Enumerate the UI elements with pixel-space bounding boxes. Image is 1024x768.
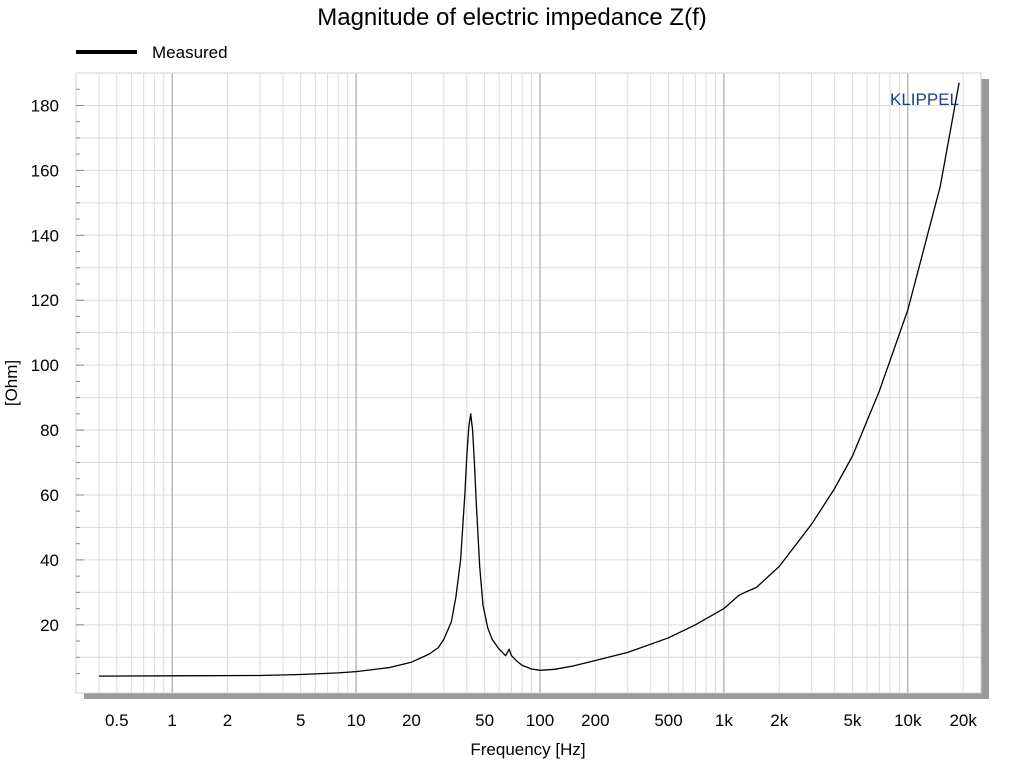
x-tick-label: 100	[526, 711, 554, 730]
x-tick-labels: 0.5 1 2 5 10 20 50 100 200 500 1k 2k 5k 10k 20k	[105, 711, 977, 730]
x-tick-label: 10	[347, 711, 366, 730]
grid-minor	[75, 73, 981, 693]
x-tick-label: 0.5	[105, 711, 129, 730]
x-axis-label: Frequency [Hz]	[470, 740, 585, 759]
x-tick-label: 10k	[894, 711, 922, 730]
x-tick-label: 20k	[949, 711, 977, 730]
y-tick-label: 120	[31, 291, 59, 310]
y-tick-labels: 20 40 60 80 100 120 140 160 180	[31, 96, 59, 634]
y-tick-label: 140	[31, 226, 59, 245]
chart-title: Magnitude of electric impedance Z(f)	[317, 4, 707, 31]
x-tick-label: 1k	[715, 711, 733, 730]
y-tick-marks	[76, 88, 84, 675]
x-tick-label: 5	[296, 711, 305, 730]
x-tick-label: 500	[654, 711, 682, 730]
series-layer	[98, 82, 960, 677]
x-tick-label: 5k	[843, 711, 861, 730]
x-tick-label: 20	[402, 711, 421, 730]
series-line-measured	[98, 82, 960, 677]
y-tick-label: 180	[31, 96, 59, 115]
x-tick-label: 50	[475, 711, 494, 730]
y-tick-label: 20	[40, 616, 59, 635]
plot-frame	[75, 72, 982, 694]
x-tick-label: 2	[223, 711, 232, 730]
y-tick-label: 80	[40, 421, 59, 440]
legend-label-measured: Measured	[152, 43, 228, 62]
y-axis-label: [Ohm]	[2, 360, 21, 406]
grid-major	[171, 73, 909, 693]
x-tick-label: 2k	[770, 711, 788, 730]
legend: Measured	[76, 43, 228, 62]
y-tick-label: 100	[31, 356, 59, 375]
x-tick-label: 1	[167, 711, 176, 730]
y-tick-label: 160	[31, 161, 59, 180]
x-tick-label: 200	[581, 711, 609, 730]
plot-area	[76, 73, 981, 693]
klippel-watermark: KLIPPEL	[890, 90, 959, 109]
y-tick-label: 40	[40, 551, 59, 570]
y-tick-label: 60	[40, 486, 59, 505]
